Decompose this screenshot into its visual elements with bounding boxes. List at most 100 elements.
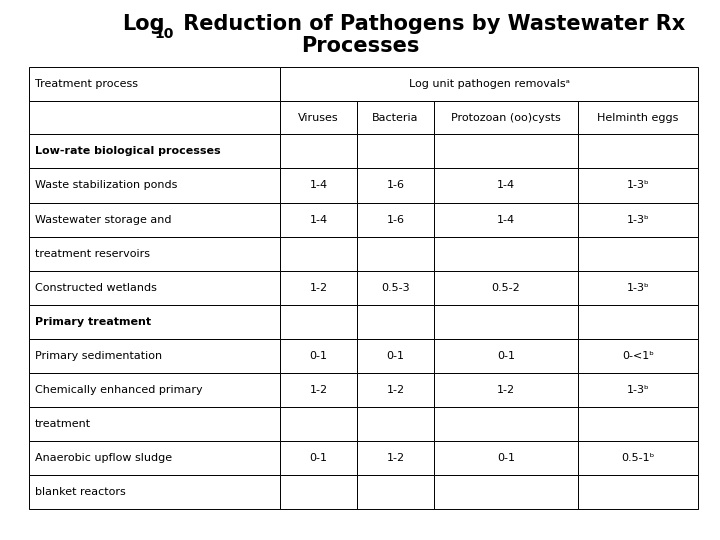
Bar (280, 271, 357, 305)
Bar (280, 475, 357, 509)
Text: Waste stabilization ponds: Waste stabilization ponds (35, 180, 177, 191)
Text: Bacteria: Bacteria (372, 113, 418, 123)
Bar (280, 407, 357, 441)
Bar (578, 134, 698, 168)
Text: 10: 10 (155, 27, 174, 41)
Text: 1-3ᵇ: 1-3ᵇ (627, 282, 649, 293)
Bar (29, 68, 280, 101)
Bar (29, 134, 280, 168)
Bar (280, 373, 357, 407)
Bar (357, 373, 434, 407)
Bar (578, 271, 698, 305)
Bar (578, 407, 698, 441)
Bar (434, 441, 578, 475)
Text: 0-1: 0-1 (497, 350, 515, 361)
Text: 0-1: 0-1 (387, 350, 405, 361)
Text: 1-2: 1-2 (497, 384, 515, 395)
Bar (357, 305, 434, 339)
Text: treatment: treatment (35, 418, 91, 429)
Text: Chemically enhanced primary: Chemically enhanced primary (35, 384, 202, 395)
Bar (434, 134, 578, 168)
Bar (357, 237, 434, 271)
Text: Primary sedimentation: Primary sedimentation (35, 350, 162, 361)
Text: 1-3ᵇ: 1-3ᵇ (627, 214, 649, 225)
Text: 0-1: 0-1 (310, 350, 328, 361)
Text: Anaerobic upflow sludge: Anaerobic upflow sludge (35, 453, 171, 463)
Text: Processes: Processes (301, 36, 419, 56)
Bar (280, 68, 698, 101)
Text: Log: Log (122, 14, 165, 35)
Text: Primary treatment: Primary treatment (35, 316, 150, 327)
Text: 0.5-3: 0.5-3 (381, 282, 410, 293)
Bar (578, 237, 698, 271)
Bar (280, 168, 357, 202)
Bar (357, 202, 434, 237)
Text: treatment reservoirs: treatment reservoirs (35, 248, 150, 259)
Bar (280, 441, 357, 475)
Bar (357, 168, 434, 202)
Text: Protozoan (oo)cysts: Protozoan (oo)cysts (451, 113, 561, 123)
Text: 1-2: 1-2 (310, 282, 328, 293)
Text: Viruses: Viruses (298, 113, 338, 123)
Bar (434, 271, 578, 305)
Text: 1-2: 1-2 (387, 453, 405, 463)
Bar (29, 407, 280, 441)
Bar (434, 475, 578, 509)
Bar (29, 373, 280, 407)
Text: 1-4: 1-4 (310, 214, 328, 225)
Text: 1-2: 1-2 (387, 384, 405, 395)
Bar (578, 339, 698, 373)
Bar (280, 101, 357, 134)
Text: Log unit pathogen removalsᵃ: Log unit pathogen removalsᵃ (409, 79, 570, 89)
Text: Helminth eggs: Helminth eggs (598, 113, 679, 123)
Text: blanket reactors: blanket reactors (35, 487, 125, 497)
Bar (578, 373, 698, 407)
Text: Treatment process: Treatment process (35, 79, 138, 89)
Bar (280, 339, 357, 373)
Bar (434, 339, 578, 373)
Text: 0.5-1ᵇ: 0.5-1ᵇ (621, 453, 654, 463)
Text: 1-3ᵇ: 1-3ᵇ (627, 384, 649, 395)
Bar (434, 202, 578, 237)
Bar (357, 441, 434, 475)
Bar (578, 168, 698, 202)
Bar (29, 339, 280, 373)
Bar (29, 475, 280, 509)
Text: Constructed wetlands: Constructed wetlands (35, 282, 156, 293)
Text: 1-4: 1-4 (310, 180, 328, 191)
Bar (29, 237, 280, 271)
Bar (357, 271, 434, 305)
Bar (578, 305, 698, 339)
Bar (29, 101, 280, 134)
Bar (434, 373, 578, 407)
Text: 1-6: 1-6 (387, 180, 405, 191)
Bar (434, 168, 578, 202)
Bar (434, 407, 578, 441)
Text: 0-1: 0-1 (310, 453, 328, 463)
Text: 0.5-2: 0.5-2 (492, 282, 521, 293)
Bar (280, 134, 357, 168)
Bar (357, 134, 434, 168)
Bar (280, 305, 357, 339)
Bar (29, 271, 280, 305)
Bar (280, 202, 357, 237)
Bar (357, 475, 434, 509)
Text: 1-4: 1-4 (497, 180, 515, 191)
Bar (280, 237, 357, 271)
Bar (434, 305, 578, 339)
Text: Wastewater storage and: Wastewater storage and (35, 214, 171, 225)
Text: 1-2: 1-2 (310, 384, 328, 395)
Text: Low-rate biological processes: Low-rate biological processes (35, 146, 220, 157)
Bar (29, 168, 280, 202)
Bar (357, 101, 434, 134)
Bar (357, 339, 434, 373)
Bar (29, 202, 280, 237)
Bar (578, 101, 698, 134)
Text: 1-3ᵇ: 1-3ᵇ (627, 180, 649, 191)
Bar (29, 305, 280, 339)
Bar (578, 441, 698, 475)
Text: 1-6: 1-6 (387, 214, 405, 225)
Text: 1-4: 1-4 (497, 214, 515, 225)
Bar (578, 202, 698, 237)
Bar (29, 441, 280, 475)
